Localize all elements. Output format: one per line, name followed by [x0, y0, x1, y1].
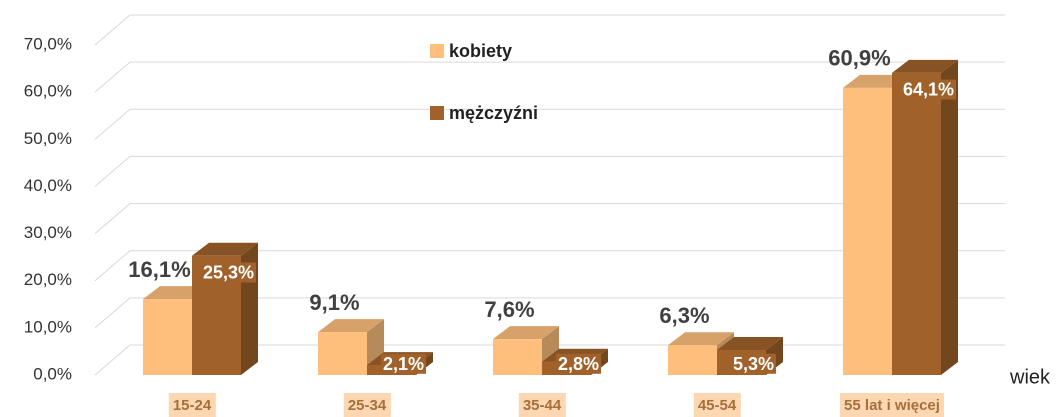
y-tick-label: 20,0% [24, 270, 72, 289]
bar [892, 72, 941, 376]
data-label: 64,1% [903, 80, 954, 100]
data-label-bg [380, 353, 427, 374]
data-label: 16,1% [128, 257, 190, 282]
bar [318, 332, 367, 375]
legend-label: kobiety [449, 41, 512, 61]
grid-line [94, 108, 1005, 140]
data-label: 6,3% [659, 303, 709, 328]
category-label-bg [693, 393, 741, 417]
data-label: 7,6% [484, 297, 534, 322]
bar-side [941, 59, 958, 376]
data-label: 2,1% [383, 354, 424, 374]
x-tick-label: 35-44 [523, 397, 562, 414]
bar [843, 87, 892, 376]
grid-line [94, 14, 1005, 46]
grid-line [94, 61, 1005, 93]
bar-top [192, 242, 258, 256]
data-label: 5,3% [733, 354, 774, 374]
data-label: 9,1% [309, 290, 359, 315]
y-tick-label: 30,0% [24, 223, 72, 242]
bar [668, 345, 717, 375]
data-label: 2,8% [558, 354, 599, 374]
grid-line [94, 155, 1005, 187]
bar-top [318, 319, 384, 333]
grid-line [94, 297, 1005, 329]
grid-line [94, 250, 1005, 282]
category-label-bg [840, 393, 944, 417]
data-label-bg [900, 79, 957, 100]
category-label-bg [343, 393, 391, 417]
y-tick-label: 50,0% [24, 129, 72, 148]
data-label-bg [555, 353, 602, 374]
category-label-bg [518, 393, 566, 417]
x-axis-label: wiek [1009, 366, 1051, 388]
data-label-bg [730, 353, 777, 374]
bar-top [493, 326, 559, 340]
x-tick-label: 15-24 [173, 397, 212, 414]
grid-line [94, 203, 1005, 234]
y-tick-label: 40,0% [24, 176, 72, 195]
x-tick-label: 45-54 [698, 397, 737, 414]
x-tick-label: 25-34 [348, 397, 387, 414]
legend-swatch [430, 106, 444, 120]
legend-swatch [430, 44, 444, 58]
grid [94, 14, 1005, 376]
y-tick-label: 60,0% [24, 82, 72, 101]
y-tick-label: 70,0% [24, 34, 72, 53]
bar-top [668, 332, 734, 346]
category-label-bg [168, 393, 216, 417]
data-label-bg [200, 262, 257, 283]
data-label: 60,9% [828, 46, 890, 71]
y-tick-label: 0,0% [33, 364, 72, 383]
bar [143, 299, 192, 375]
data-label: 25,3% [203, 262, 254, 282]
y-tick-label: 10,0% [24, 317, 72, 336]
legend-label: mężczyźni [449, 103, 538, 123]
x-tick-label: 55 lat i więcej [844, 397, 940, 414]
bar [493, 339, 542, 375]
bar-top [717, 337, 783, 351]
bar-top [892, 59, 958, 73]
